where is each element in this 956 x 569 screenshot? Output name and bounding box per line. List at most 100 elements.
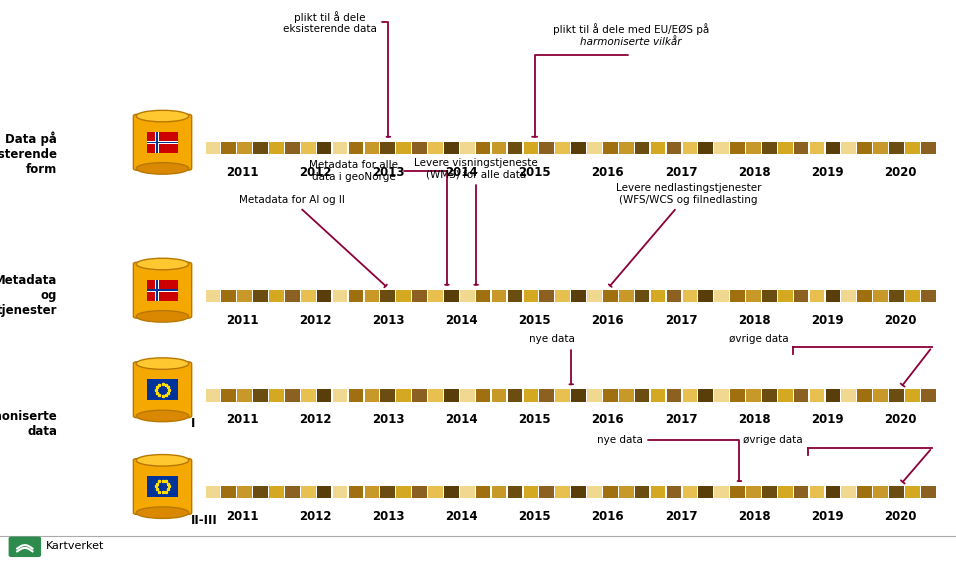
Bar [699,142,713,154]
Bar [380,290,395,302]
Bar [666,290,682,302]
Text: 2012: 2012 [299,510,332,523]
Text: 2020: 2020 [884,510,917,523]
Bar [460,389,474,402]
Bar [699,486,713,498]
FancyBboxPatch shape [9,537,41,557]
Text: 2014: 2014 [445,510,478,523]
Bar [873,142,888,154]
Bar [156,280,160,300]
Text: 2019: 2019 [811,166,843,179]
Bar [508,290,522,302]
FancyBboxPatch shape [134,362,191,418]
Bar [270,142,284,154]
Bar [428,142,443,154]
Bar [683,486,697,498]
Bar [444,389,459,402]
Bar [364,389,380,402]
Bar [397,389,411,402]
Bar [826,389,840,402]
Bar [810,290,824,302]
Bar [826,142,840,154]
Text: øvrige data: øvrige data [729,334,789,344]
Bar [889,142,903,154]
Bar [555,389,570,402]
Text: 2020: 2020 [884,314,917,327]
Text: 2015: 2015 [518,314,551,327]
Bar [270,486,284,498]
Bar [316,290,332,302]
Bar [635,142,649,154]
Bar [635,486,649,498]
Bar [156,280,159,300]
Bar [730,389,745,402]
Bar [587,486,601,498]
Bar [603,389,618,402]
Bar [841,290,857,302]
Bar [349,486,363,498]
Bar [555,486,570,498]
Text: 2017: 2017 [664,314,697,327]
Bar [206,142,220,154]
Bar [301,142,315,154]
Bar [905,389,920,402]
Bar [253,290,268,302]
Bar [349,142,363,154]
Bar [476,486,490,498]
Text: Levere visningstjeneste
(WMS) for alle data: Levere visningstjeneste (WMS) for alle d… [414,158,538,285]
Bar [858,142,872,154]
Bar [524,389,538,402]
Bar [841,389,857,402]
Text: 2020: 2020 [884,413,917,426]
Text: 2019: 2019 [811,314,843,327]
Bar [762,290,776,302]
Bar [730,486,745,498]
Bar [683,389,697,402]
Bar [746,389,761,402]
Bar [156,132,159,152]
Bar [651,486,665,498]
Bar [206,486,220,498]
Bar [222,486,236,498]
Bar [714,290,728,302]
Bar [301,486,315,498]
Bar [666,142,682,154]
Bar [333,486,347,498]
Bar [301,290,315,302]
Bar [730,142,745,154]
Bar [285,389,299,402]
Bar [793,389,809,402]
Bar [587,290,601,302]
Bar [460,486,474,498]
Bar [285,486,299,498]
Text: øvrige data: øvrige data [744,435,803,445]
Bar [587,389,601,402]
Text: plikt til å dele
eksisterende data: plikt til å dele eksisterende data [283,11,390,137]
Bar [349,389,363,402]
Bar [333,290,347,302]
Text: Metadata for alle
data i geoNorge: Metadata for alle data i geoNorge [309,160,448,285]
Bar [316,389,332,402]
Text: Data på
eksisterende
form: Data på eksisterende form [0,131,57,176]
Bar [428,290,443,302]
Bar [285,142,299,154]
Bar [206,290,220,302]
Text: 2019: 2019 [811,510,843,523]
Bar [889,486,903,498]
Ellipse shape [137,110,188,122]
Bar [793,290,809,302]
Text: 2016: 2016 [592,510,624,523]
Text: 2019: 2019 [811,413,843,426]
Text: 2018: 2018 [738,413,771,426]
Bar [555,290,570,302]
Bar [810,142,824,154]
Bar [301,389,315,402]
Bar [397,290,411,302]
Bar [762,142,776,154]
Ellipse shape [137,358,188,369]
Bar [905,486,920,498]
Bar [921,486,936,498]
Bar [444,142,459,154]
Text: 2016: 2016 [592,314,624,327]
Bar [603,290,618,302]
